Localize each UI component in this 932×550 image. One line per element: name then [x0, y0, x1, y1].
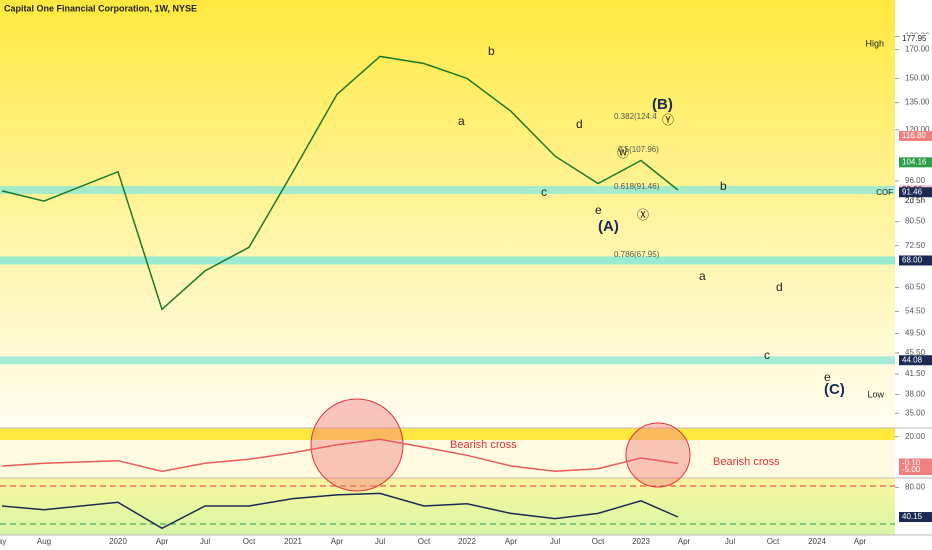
level-band — [0, 356, 895, 365]
macd-annotation: Bearish cross — [450, 439, 517, 451]
price-marker — [899, 512, 932, 523]
high-label: High — [865, 38, 884, 48]
y-tick-label: 150.00 — [905, 73, 930, 82]
x-tick-label: Apr — [156, 537, 169, 546]
series-line — [1, 438, 679, 473]
wave-label: Ⓨ — [662, 113, 674, 127]
wave-label: (C) — [824, 381, 845, 398]
x-tick-label: 2021 — [284, 537, 302, 546]
price-marker-label: 40.15 — [902, 512, 923, 521]
y-tick-label: 120.00 — [905, 125, 930, 134]
cross-highlight — [625, 422, 691, 488]
level-band — [0, 185, 895, 194]
price-axis — [895, 0, 932, 550]
x-tick-label: 2024 — [808, 537, 826, 546]
macd-annotation: Bearish cross — [713, 456, 780, 468]
price-marker-label: 104.16 — [902, 157, 927, 166]
level-band — [0, 256, 895, 265]
price-marker — [899, 465, 932, 475]
price-marker-label: 91.46 — [902, 187, 923, 196]
x-tick-label: Jul — [550, 537, 560, 546]
y-tick-label: 96.00 — [905, 176, 926, 185]
price-marker — [899, 187, 932, 198]
x-tick-label: Apr — [331, 537, 344, 546]
x-tick-label: Jul — [375, 537, 385, 546]
x-tick-label: 2022 — [458, 537, 476, 546]
price-marker-label: -5.00 — [902, 465, 921, 474]
wave-label: 0.618(91.46) — [614, 182, 660, 191]
price-marker — [899, 458, 932, 469]
y-tick-label: 49.50 — [905, 329, 926, 338]
wave-label: e — [595, 203, 602, 217]
price-marker-label: 177.95 — [902, 34, 927, 43]
price-marker-label: 44.08 — [902, 355, 923, 364]
y-tick-label: 54.50 — [905, 307, 926, 316]
cross-highlight — [310, 398, 404, 492]
rsi-panel — [0, 478, 895, 535]
y-tick-label: 41.50 — [905, 369, 926, 378]
wave-label: Ⓧ — [637, 208, 649, 222]
y-tick-label: 45.50 — [905, 348, 926, 357]
y-tick-label: 38.00 — [905, 390, 926, 399]
price-marker-label: 68.00 — [902, 256, 923, 265]
wave-label: (A) — [598, 218, 619, 235]
y-tick-label: 170.00 — [905, 45, 930, 54]
y-tick-label: 80.00 — [905, 483, 926, 492]
price-marker — [899, 355, 932, 366]
x-tick-label: Oct — [243, 537, 256, 546]
wave-label: c — [541, 185, 547, 199]
x-tick-label: Apr — [854, 537, 867, 546]
wave-label: 0.5(107.96) — [618, 145, 659, 154]
y-tick-label: 135.00 — [905, 98, 930, 107]
x-tick-label: Aug — [37, 537, 51, 546]
x-tick-label: Jul — [200, 537, 210, 546]
ticker-label: COF — [876, 188, 893, 197]
countdown: 2d 5h — [905, 196, 925, 205]
wave-label: (B) — [652, 96, 673, 113]
series-line — [1, 492, 679, 530]
y-tick-label: 80.50 — [905, 217, 926, 226]
wave-label: Ⓦ — [617, 146, 629, 160]
wave-label: a — [458, 114, 465, 128]
series-line — [1, 55, 679, 311]
macd-band — [0, 428, 895, 440]
price-marker — [899, 157, 932, 168]
wave-label: d — [776, 280, 783, 294]
wave-label: c — [764, 348, 770, 362]
x-tick-label: Oct — [592, 537, 605, 546]
x-tick-label: Oct — [418, 537, 431, 546]
price-marker-label: 116.80 — [902, 131, 926, 140]
y-tick-label: 60.50 — [905, 282, 926, 291]
price-marker — [899, 130, 932, 141]
x-tick-label: ay — [0, 537, 6, 546]
wave-label: d — [576, 117, 583, 131]
x-tick-label: Oct — [767, 537, 780, 546]
y-tick-label: 72.50 — [905, 241, 926, 250]
y-tick-label: 20.00 — [905, 432, 926, 441]
wave-label: b — [488, 44, 495, 58]
x-tick-label: Jul — [725, 537, 735, 546]
wave-label: 0.786(67.95) — [614, 250, 660, 259]
chart-title: Capital One Financial Corporation, 1W, N… — [4, 3, 197, 13]
x-tick-label: Apr — [505, 537, 518, 546]
x-tick-label: 2023 — [632, 537, 650, 546]
wave-label: e — [824, 370, 831, 384]
price-marker — [899, 34, 932, 45]
wave-label: b — [720, 179, 727, 193]
price-marker — [899, 255, 932, 266]
x-tick-label: Apr — [678, 537, 691, 546]
low-label: Low — [867, 389, 884, 399]
x-tick-label: 2020 — [109, 537, 127, 546]
wave-label: a — [699, 269, 706, 283]
price-marker-label: -0.10 — [902, 459, 921, 468]
y-tick-label: 35.00 — [905, 408, 926, 417]
wave-label: 0.382(124.4 — [614, 112, 657, 121]
